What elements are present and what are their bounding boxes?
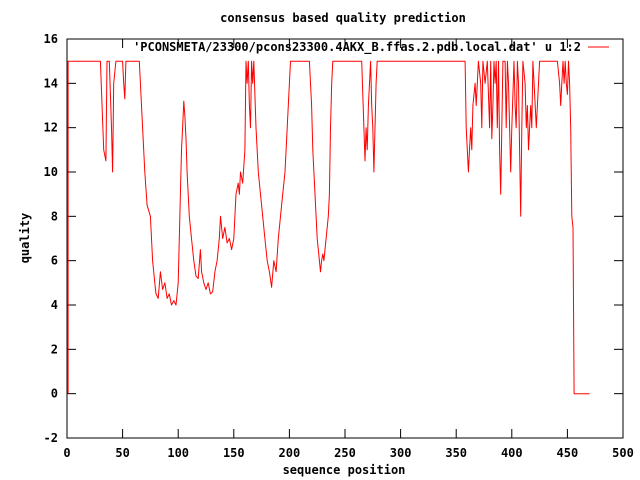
x-tick-label: 100 [167, 446, 189, 460]
legend: 'PCONSMETA/23300/pcons23300.4AKX_B.ffas.… [133, 40, 609, 55]
y-tick-label: 10 [44, 165, 58, 179]
y-tick-label: 4 [51, 298, 58, 312]
x-axis-label: sequence position [283, 463, 406, 477]
x-tick-label: 500 [612, 446, 634, 460]
y-tick-label: 2 [51, 342, 58, 356]
plot-frame [66, 38, 624, 439]
x-tick-label: 450 [557, 446, 579, 460]
chart-title: consensus based quality prediction [220, 11, 466, 25]
series-line [67, 60, 590, 395]
x-tick-label: 400 [501, 446, 523, 460]
x-tick-label: 150 [223, 446, 245, 460]
y-axis-label: quality [18, 213, 32, 264]
y-tick-label: 14 [44, 76, 58, 90]
x-tick-label: 350 [445, 446, 467, 460]
legend-label: 'PCONSMETA/23300/pcons23300.4AKX_B.ffas.… [133, 40, 581, 55]
y-tick-label: 0 [51, 387, 58, 401]
x-tick-label: 200 [279, 446, 301, 460]
x-axis-ticks: 0 50 100 150 200 250 300 350 400 450 500 [63, 39, 634, 460]
y-tick-label: 6 [51, 254, 58, 268]
y-axis-ticks: -2 0 2 4 6 8 10 12 14 16 [44, 32, 623, 445]
x-tick-label: 50 [115, 446, 129, 460]
x-tick-label: 250 [334, 446, 356, 460]
y-tick-label: -2 [44, 431, 58, 445]
x-tick-label: 0 [63, 446, 70, 460]
y-tick-label: 8 [51, 209, 58, 223]
y-tick-label: 16 [44, 32, 58, 46]
series-layer [67, 60, 590, 395]
x-tick-label: 300 [390, 446, 412, 460]
y-tick-label: 12 [44, 121, 58, 135]
